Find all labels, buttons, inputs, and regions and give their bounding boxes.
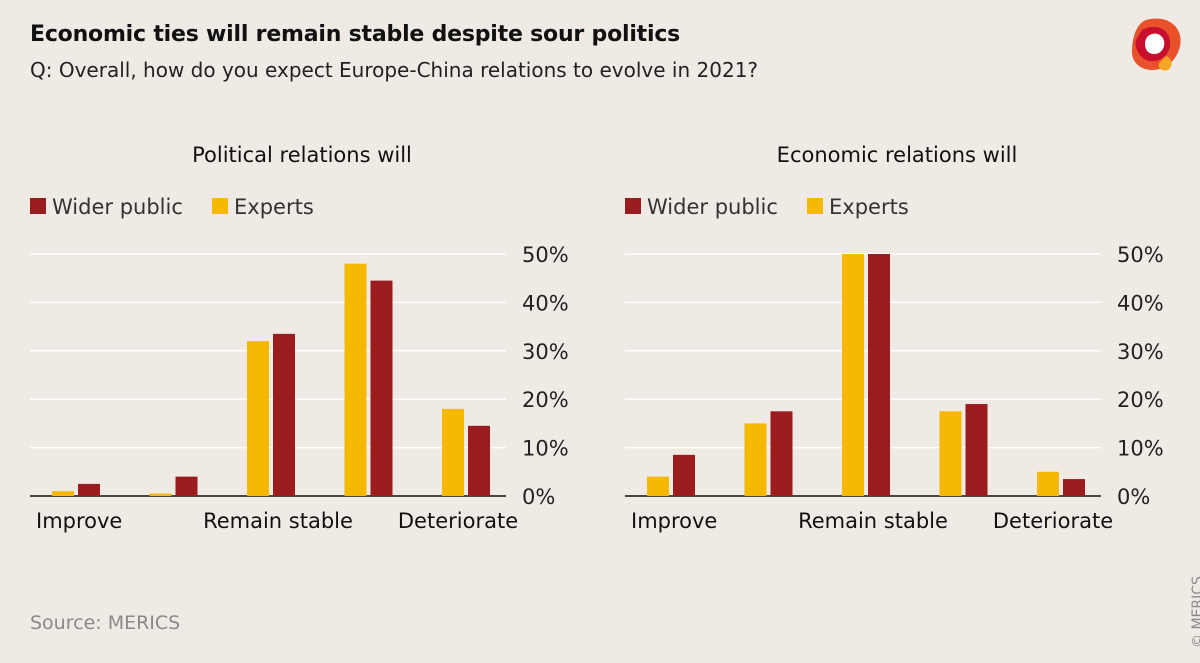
legend-wider-public-label: Wider public xyxy=(52,195,183,219)
category-label: Deteriorate xyxy=(993,509,1113,533)
y-tick-label: 50% xyxy=(1117,243,1164,267)
bar-experts xyxy=(442,408,464,496)
chart-subtitle: Q: Overall, how do you expect Europe-Chi… xyxy=(30,58,759,82)
y-tick-label: 10% xyxy=(522,437,569,461)
source-note: Source: MERICS xyxy=(30,612,181,634)
bar-experts xyxy=(939,411,962,496)
y-tick-label: 30% xyxy=(522,340,569,364)
chart-title: Economic ties will remain stable despite… xyxy=(30,22,681,47)
y-tick-label: 20% xyxy=(522,388,569,412)
category-label: Remain stable xyxy=(203,509,353,533)
y-tick-label: 20% xyxy=(1117,388,1164,412)
category-label: Improve xyxy=(36,509,122,533)
bar-wider-public xyxy=(175,476,198,496)
category-label: Deteriorate xyxy=(398,509,518,533)
bar-experts xyxy=(1037,471,1059,496)
y-tick-label: 40% xyxy=(1117,291,1164,315)
y-tick-label: 40% xyxy=(522,291,569,315)
legend-experts-label: Experts xyxy=(829,195,909,219)
y-tick-label: 30% xyxy=(1117,340,1164,364)
legend-experts-swatch xyxy=(807,198,823,214)
bar-wider-public xyxy=(770,411,793,496)
bar-experts xyxy=(247,341,269,496)
bar-wider-public xyxy=(868,254,890,496)
bar-experts xyxy=(842,254,864,496)
legend-experts-label: Experts xyxy=(234,195,314,219)
category-label: Remain stable xyxy=(798,509,948,533)
y-tick-label: 50% xyxy=(522,243,569,267)
legend-experts-swatch xyxy=(212,198,228,214)
political-relations-chart: Political relations will Wider public Expe… xyxy=(30,143,569,533)
legend-wider-public-label: Wider public xyxy=(647,195,778,219)
bar-wider-public xyxy=(673,454,695,496)
bar-experts xyxy=(647,476,669,496)
bar-wider-public xyxy=(468,425,490,496)
bar-experts xyxy=(52,491,74,496)
bar-wider-public xyxy=(78,483,100,496)
bar-experts xyxy=(744,423,767,496)
panel-title: Political relations will xyxy=(192,143,412,167)
bar-experts xyxy=(149,493,172,496)
y-tick-label: 0% xyxy=(522,485,555,509)
y-tick-label: 0% xyxy=(1117,485,1150,509)
bar-wider-public xyxy=(965,404,988,496)
economic-relations-chart: Economic relations will Wider public Exper… xyxy=(625,143,1164,533)
bar-wider-public xyxy=(370,280,393,496)
panel-title: Economic relations will xyxy=(777,143,1018,167)
merics-logo-icon xyxy=(1132,18,1181,71)
bar-experts xyxy=(344,263,367,496)
y-tick-label: 10% xyxy=(1117,437,1164,461)
bar-wider-public xyxy=(273,333,295,496)
copyright-note: © MERICS xyxy=(1190,576,1200,648)
legend-wider-public-swatch xyxy=(625,198,641,214)
category-label: Improve xyxy=(631,509,717,533)
legend-wider-public-swatch xyxy=(30,198,46,214)
bar-wider-public xyxy=(1063,479,1085,496)
